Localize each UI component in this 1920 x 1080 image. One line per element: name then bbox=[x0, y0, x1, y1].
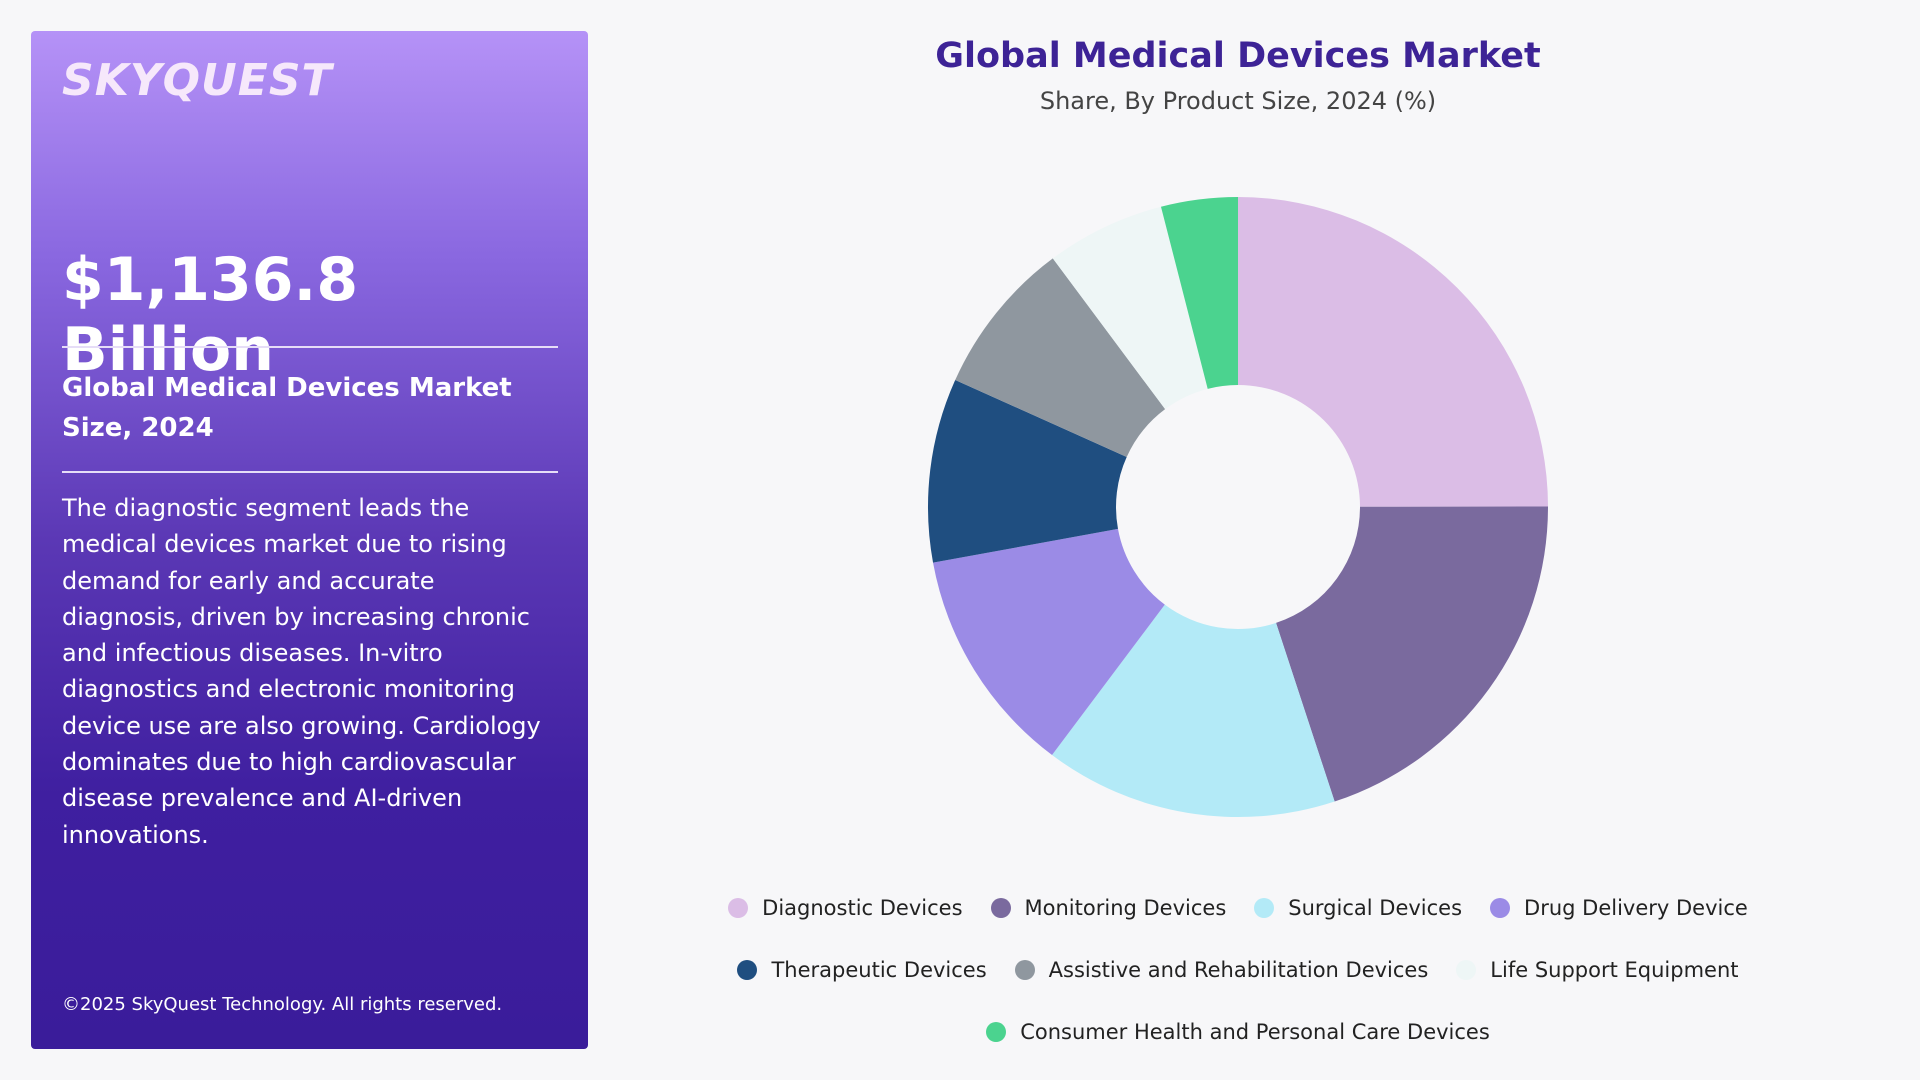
legend-label: Diagnostic Devices bbox=[762, 896, 963, 920]
slice-surgical-devices bbox=[1052, 604, 1335, 818]
legend-item: Consumer Health and Personal Care Device… bbox=[986, 1020, 1490, 1044]
legend-dot-icon bbox=[1014, 960, 1035, 980]
donut-chart bbox=[928, 197, 1548, 818]
divider bbox=[62, 346, 558, 348]
slice-drug-delivery-device bbox=[933, 528, 1165, 756]
legend-dot-icon bbox=[986, 1022, 1007, 1042]
legend-dot-icon bbox=[1254, 898, 1275, 918]
legend-label: Therapeutic Devices bbox=[771, 958, 987, 982]
legend-item: Therapeutic Devices bbox=[737, 958, 987, 982]
legend-item: Diagnostic Devices bbox=[728, 896, 963, 920]
market-value: $1,136.8 Billion bbox=[62, 245, 359, 385]
copyright: ©2025 SkyQuest Technology. All rights re… bbox=[62, 994, 503, 1015]
skyquest-logo: SKYQUEST bbox=[62, 55, 333, 106]
slice-life-support-equipment bbox=[1052, 206, 1208, 410]
legend-label: Surgical Devices bbox=[1288, 896, 1463, 920]
market-heading: Global Medical Devices Market Size, 2024 bbox=[62, 373, 512, 443]
divider bbox=[62, 471, 558, 473]
slice-assistive-and-rehabilitation-devices bbox=[955, 258, 1166, 458]
legend-label: Drug Delivery Device bbox=[1524, 896, 1748, 920]
legend-label: Assistive and Rehabilitation Devices bbox=[1048, 958, 1429, 982]
market-description: The diagnostic segment leads the medical… bbox=[62, 494, 541, 849]
legend-label: Life Support Equipment bbox=[1490, 958, 1739, 982]
legend-row-2: Therapeutic Devices Assistive and Rehabil… bbox=[588, 958, 1888, 985]
legend-row-3: Consumer Health and Personal Care Device… bbox=[588, 1020, 1888, 1047]
summary-panel: SKYQUEST $1,136.8 Billion Global Medical… bbox=[31, 31, 588, 1049]
slice-therapeutic-devices bbox=[928, 379, 1127, 563]
legend-dot-icon bbox=[737, 960, 758, 980]
legend-dot-icon bbox=[728, 898, 749, 918]
chart-subtitle: Share, By Product Size, 2024 (%) bbox=[1039, 87, 1437, 115]
slice-consumer-health-and-personal-care-devices bbox=[1160, 197, 1238, 389]
legend-item: Life Support Equipment bbox=[1456, 958, 1739, 982]
chart-title: Global Medical Devices Market bbox=[935, 36, 1541, 76]
legend-label: Consumer Health and Personal Care Device… bbox=[1020, 1020, 1490, 1044]
slice-monitoring-devices bbox=[1276, 506, 1548, 802]
legend-item: Surgical Devices bbox=[1254, 896, 1462, 920]
legend-dot-icon bbox=[1456, 960, 1477, 980]
legend-item: Assistive and Rehabilitation Devices bbox=[1014, 958, 1429, 982]
legend-item: Monitoring Devices bbox=[990, 896, 1227, 920]
slice-diagnostic-devices bbox=[1238, 197, 1548, 507]
legend-dot-icon bbox=[990, 898, 1011, 918]
legend-dot-icon bbox=[1490, 898, 1511, 918]
legend-item: Drug Delivery Device bbox=[1490, 896, 1748, 920]
legend-row-1: Diagnostic Devices Monitoring Devices Surg… bbox=[588, 896, 1888, 923]
legend-label: Monitoring Devices bbox=[1024, 896, 1227, 920]
